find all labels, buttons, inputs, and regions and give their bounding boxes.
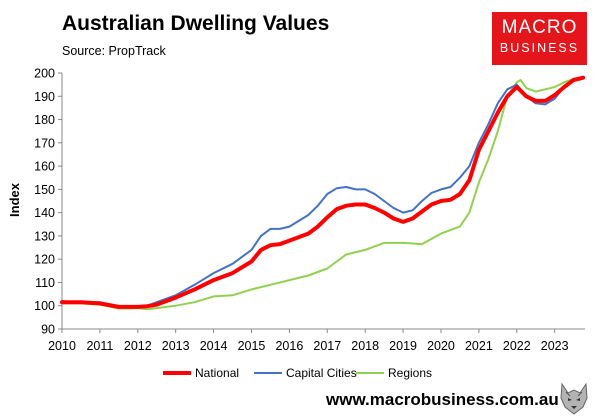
y-tick-label: 130 xyxy=(34,229,55,243)
x-tick-label: 2021 xyxy=(465,339,493,353)
legend-label-capital-cities: Capital Cities xyxy=(286,366,357,380)
macro-business-logo[interactable]: MACRO BUSINESS xyxy=(492,12,587,65)
chart-title: Australian Dwelling Values xyxy=(62,12,330,35)
y-tick-label: 150 xyxy=(34,183,55,197)
y-tick-label: 170 xyxy=(34,136,55,150)
y-tick-label: 180 xyxy=(34,113,55,127)
x-tick-label: 2011 xyxy=(86,339,113,353)
x-tick-label: 2018 xyxy=(351,339,379,353)
y-tick-label: 190 xyxy=(34,90,55,104)
chart-legend: National Capital Cities Regions xyxy=(163,366,432,380)
y-tick-label: 140 xyxy=(34,206,55,220)
x-tick-label: 2023 xyxy=(541,339,569,353)
x-tick-label: 2012 xyxy=(124,339,152,353)
x-tick-label: 2013 xyxy=(162,339,190,353)
y-tick-label: 160 xyxy=(34,160,55,174)
y-tick-labels: 90 100 110 120 130 140 150 160 170 180 190 200 xyxy=(34,67,55,337)
y-tick-label: 90 xyxy=(41,323,55,337)
x-tick-label: 2020 xyxy=(427,339,455,353)
series-line-national xyxy=(60,75,586,309)
y-tick-label: 110 xyxy=(35,276,55,290)
legend-label-regions: Regions xyxy=(388,366,432,380)
logo-line-2: BUSINESS xyxy=(499,41,580,55)
footer-url[interactable]: www.macrobusiness.com.au xyxy=(326,390,559,409)
y-tick-label: 100 xyxy=(34,299,55,313)
logo-line-1: MACRO xyxy=(501,17,578,38)
x-tick-label: 2015 xyxy=(238,339,266,353)
legend-label-national: National xyxy=(195,366,239,380)
x-tick-label: 2022 xyxy=(503,339,531,353)
y-axis-title: Index xyxy=(7,182,22,217)
x-tick-label: 2019 xyxy=(389,339,417,353)
x-tick-label: 2010 xyxy=(48,339,76,353)
y-tick-label: 120 xyxy=(34,253,55,267)
series-line-regions xyxy=(61,76,585,311)
series-line-capital-cities xyxy=(61,76,585,309)
x-tick-label: 2016 xyxy=(275,339,303,353)
chart-axes xyxy=(58,72,585,333)
series-lines xyxy=(60,75,586,311)
wolf-head-icon xyxy=(560,382,588,415)
x-tick-labels: 2010 2011 2012 2013 2014 2015 2016 2017 2018 2019… xyxy=(48,339,569,353)
y-tick-label: 200 xyxy=(34,67,55,81)
chart-source: Source: PropTrack xyxy=(62,44,166,58)
x-tick-label: 2014 xyxy=(200,339,228,353)
x-tick-label: 2017 xyxy=(313,339,341,353)
